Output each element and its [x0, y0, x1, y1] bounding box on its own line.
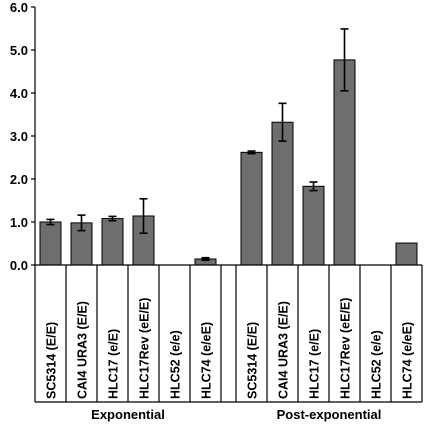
category-labels: SC5314 (E/E) CAI4 URA3 (E/E) HLC17 (e/E) HL… [45, 298, 415, 399]
category-label: HLC52 (e/e) [169, 330, 183, 399]
error-bars [46, 28, 349, 262]
group-label: Exponential [91, 407, 165, 422]
bar [240, 151, 263, 266]
category-label: HLC52 (e/e) [370, 330, 384, 399]
y-tick-label: 5.0 [10, 43, 28, 58]
category-label: CAI4 URA3 (E/E) [277, 301, 291, 399]
y-tick-label: 4.0 [10, 86, 28, 101]
category-label: HLC17 (e/E) [308, 329, 322, 399]
category-label: SC5314 (E/E) [45, 322, 59, 399]
category-label: HLC17Rev (eE/E) [138, 298, 152, 399]
y-tick-label: 3.0 [10, 129, 28, 144]
category-label: HLC17 (e/E) [107, 329, 121, 399]
axes [34, 7, 423, 403]
bar [39, 221, 62, 266]
group-label: Post-exponential [277, 407, 382, 422]
bar [395, 242, 418, 266]
y-tick-label: 2.0 [10, 172, 28, 187]
category-label: SC5314 (E/E) [246, 322, 260, 399]
y-tick-label: 1.0 [10, 215, 28, 230]
group-labels: Exponential Post-exponential [91, 407, 381, 422]
y-tick-label: 6.0 [10, 0, 28, 15]
category-label: HLC74 (e/eE) [401, 322, 415, 399]
category-label: CAI4 URA3 (E/E) [76, 301, 90, 399]
category-label: HLC74 (e/eE) [200, 322, 214, 399]
y-tick-label: 0.0 [10, 258, 28, 273]
bar [302, 185, 325, 266]
category-label: HLC17Rev (eE/E) [339, 298, 353, 399]
y-axis-ticks: 0.0 1.0 2.0 3.0 4.0 5.0 6.0 [10, 0, 35, 273]
bar [271, 121, 294, 266]
bar [101, 218, 124, 266]
bars [39, 59, 418, 266]
